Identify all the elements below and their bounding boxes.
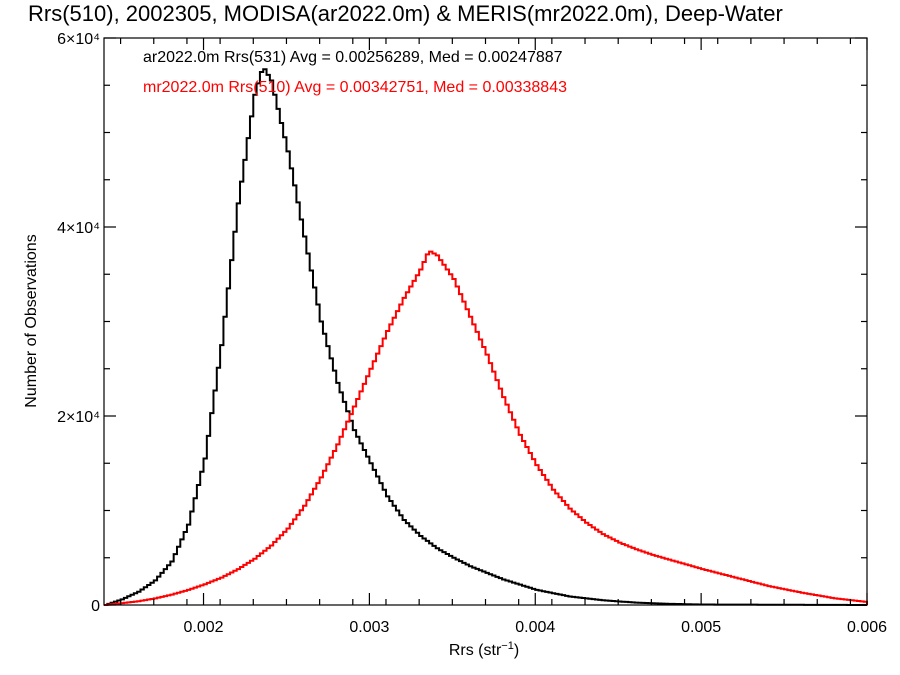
series-layer <box>104 68 868 606</box>
chart-title: Rrs(510), 2002305, MODISA(ar2022.0m) & M… <box>28 1 783 26</box>
x-tick-label: 0.006 <box>847 619 887 636</box>
plot-frame <box>103 37 868 606</box>
ticks-layer: 0.002 0.003 0.004 0.005 0.006 0 2×10⁴ 4×10⁴ 6×10… <box>57 31 887 636</box>
y-axis-label: Number of Observations <box>23 234 40 407</box>
x-tick-label: 0.003 <box>349 619 389 636</box>
series-line-1 <box>104 250 868 606</box>
legend-entry-ar2022: ar2022.0m Rrs(531) Avg = 0.00256289, Med… <box>143 49 563 66</box>
x-tick-label: 0.005 <box>681 619 721 636</box>
y-tick-label: 6×10⁴ <box>57 31 100 48</box>
series-line-0 <box>104 68 868 606</box>
y-tick-label: 0 <box>91 598 100 615</box>
x-tick-label: 0.002 <box>183 619 223 636</box>
x-axis-label: Rrs (str−1) <box>449 640 519 659</box>
y-tick-label: 2×10⁴ <box>57 409 100 426</box>
legend-entry-mr2022: mr2022.0m Rrs(510) Avg = 0.00342751, Med… <box>143 79 567 96</box>
x-tick-label: 0.004 <box>515 619 555 636</box>
y-tick-label: 4×10⁴ <box>57 220 100 237</box>
